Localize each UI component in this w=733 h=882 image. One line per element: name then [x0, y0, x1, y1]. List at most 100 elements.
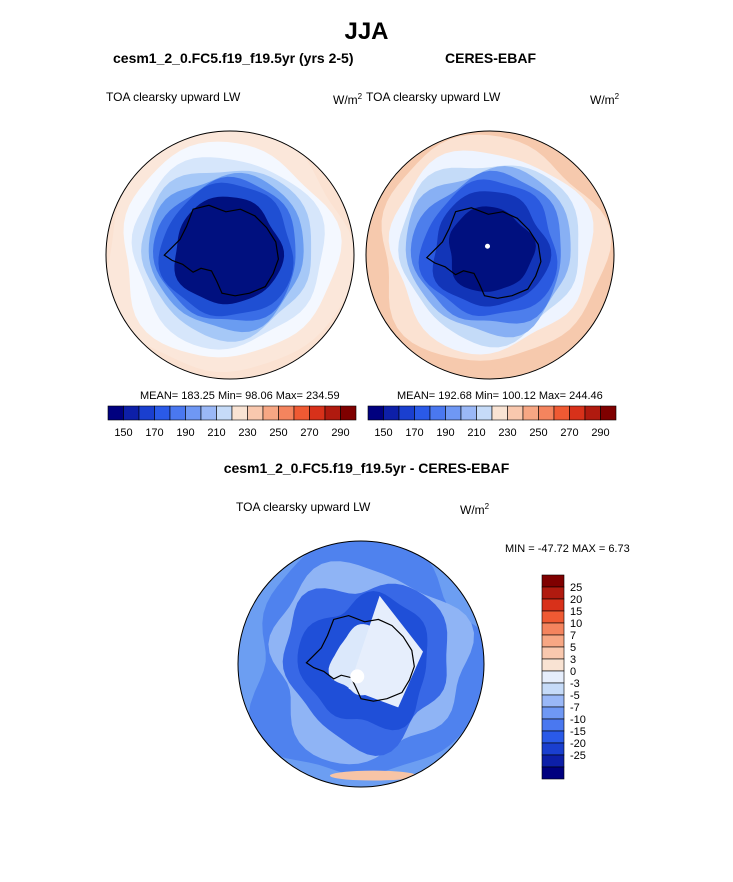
obs-panel-title: CERES-EBAF — [445, 50, 537, 66]
colorbar-tick-label: 170 — [145, 427, 163, 439]
colorbar-tick-label: 290 — [331, 427, 349, 439]
colorbar-box-7 — [216, 405, 233, 421]
map-border — [365, 130, 615, 380]
colorbar-box-1 — [541, 586, 565, 600]
coastline — [425, 207, 542, 299]
colorbar-box-15 — [340, 405, 357, 421]
colorbar-box-0 — [541, 574, 565, 588]
colorbar-box-14 — [541, 742, 565, 756]
colorbar-tick-label: 270 — [300, 427, 318, 439]
colorbar-box-0 — [107, 405, 124, 421]
colorbar-box-13 — [309, 405, 326, 421]
colorbar-box-3 — [154, 405, 171, 421]
obs-map — [365, 130, 615, 380]
colorbar-box-5 — [541, 634, 565, 648]
colorbar-box-10 — [541, 694, 565, 708]
colorbar-box-6 — [200, 405, 217, 421]
colorbar-tick-label: 15 — [570, 606, 582, 618]
contour-band-155 — [174, 196, 285, 305]
colorbar-box-1 — [123, 405, 140, 421]
colorbar-box-3 — [414, 405, 431, 421]
colorbar-box-3 — [541, 610, 565, 624]
colorbar-box-8 — [541, 670, 565, 684]
colorbar-tick-label: -25 — [570, 750, 586, 762]
colorbar-tick-label: 5 — [570, 642, 576, 654]
colorbar-box-4 — [169, 405, 186, 421]
colorbar-tick-label: 190 — [176, 427, 194, 439]
colorbar-box-4 — [429, 405, 446, 421]
diff-map — [237, 540, 485, 788]
colorbar-box-13 — [541, 730, 565, 744]
colorbar-box-8 — [231, 405, 248, 421]
model-variable-label: TOA clearsky upward LW — [106, 90, 241, 104]
model-panel-title: cesm1_2_0.FC5.f19_f19.5yr (yrs 2-5) — [113, 50, 354, 66]
colorbar-box-11 — [278, 405, 295, 421]
interior-light-region — [348, 595, 423, 708]
colorbar-tick-label: -7 — [570, 702, 580, 714]
colorbar-box-9 — [507, 405, 524, 421]
model-stats: MEAN= 183.25 Min= 98.06 Max= 234.59 — [140, 390, 340, 402]
colorbar-box-6 — [460, 405, 477, 421]
colorbar-box-14 — [584, 405, 601, 421]
colorbar-box-10 — [522, 405, 539, 421]
colorbar-tick-label: -5 — [570, 690, 580, 702]
colorbar-box-5 — [445, 405, 462, 421]
colorbar-tick-label: 190 — [436, 427, 454, 439]
colorbar-tick-label: 0 — [570, 666, 576, 678]
diff-stats: MIN = -47.72 MAX = 6.73 — [505, 543, 630, 555]
colorbar-tick-label: -10 — [570, 714, 586, 726]
obs-variable-label: TOA clearsky upward LW — [366, 90, 501, 104]
colorbar-box-16 — [541, 766, 565, 780]
colorbar-box-5 — [185, 405, 202, 421]
colorbar-box-12 — [293, 405, 310, 421]
colorbar-tick-label: 230 — [498, 427, 516, 439]
map-field — [366, 131, 614, 379]
coastline — [163, 204, 280, 297]
colorbar-box-2 — [541, 598, 565, 612]
pole-hole — [485, 243, 490, 249]
colorbar-box-13 — [569, 405, 586, 421]
colorbar-tick-label: 290 — [591, 427, 609, 439]
colorbar-box-12 — [541, 718, 565, 732]
pole-hole — [350, 669, 365, 684]
colorbar-tick-label: 3 — [570, 654, 576, 666]
colorbar-tick-label: -20 — [570, 738, 586, 750]
colorbar-box-9 — [247, 405, 264, 421]
colorbar-box-1 — [383, 405, 400, 421]
page-title: JJA — [344, 18, 389, 45]
colorbar-tick-label: 270 — [560, 427, 578, 439]
model-colorbar: 150 170 190 210 230 250 270 290 — [107, 405, 357, 439]
colorbar-tick-label: 20 — [570, 594, 582, 606]
map-field — [106, 131, 354, 379]
obs-stats: MEAN= 192.68 Min= 100.12 Max= 244.46 — [397, 390, 603, 402]
colorbar-tick-label: 25 — [570, 582, 582, 594]
diff-panel-title: cesm1_2_0.FC5.f19_f19.5yr - CERES-EBAF — [223, 460, 510, 476]
colorbar-box-6 — [541, 646, 565, 660]
colorbar-tick-label: 210 — [207, 427, 225, 439]
map-border — [237, 540, 485, 788]
colorbar-box-9 — [541, 682, 565, 696]
positive-anomaly-band — [330, 770, 417, 781]
model-map — [105, 130, 355, 380]
colorbar-box-12 — [553, 405, 570, 421]
colorbar-box-0 — [367, 405, 384, 421]
obs-colorbar: 150 170 190 210 230 250 270 290 — [367, 405, 617, 439]
colorbar-box-2 — [398, 405, 415, 421]
colorbar-tick-label: 250 — [269, 427, 287, 439]
colorbar-box-4 — [541, 622, 565, 636]
colorbar-box-7 — [541, 658, 565, 672]
colorbar-tick-label: 150 — [374, 427, 392, 439]
colorbar-box-7 — [476, 405, 493, 421]
colorbar-box-14 — [324, 405, 341, 421]
diff-units: W/m2 — [460, 502, 490, 517]
colorbar-tick-label: -15 — [570, 726, 586, 738]
colorbar-box-8 — [491, 405, 508, 421]
obs-units: W/m2 — [590, 92, 620, 107]
colorbar-box-15 — [541, 754, 565, 768]
colorbar-tick-label: 10 — [570, 618, 582, 630]
colorbar-tick-label: 230 — [238, 427, 256, 439]
diff-variable-label: TOA clearsky upward LW — [236, 500, 371, 514]
colorbar-box-10 — [262, 405, 279, 421]
map-field — [238, 541, 484, 787]
